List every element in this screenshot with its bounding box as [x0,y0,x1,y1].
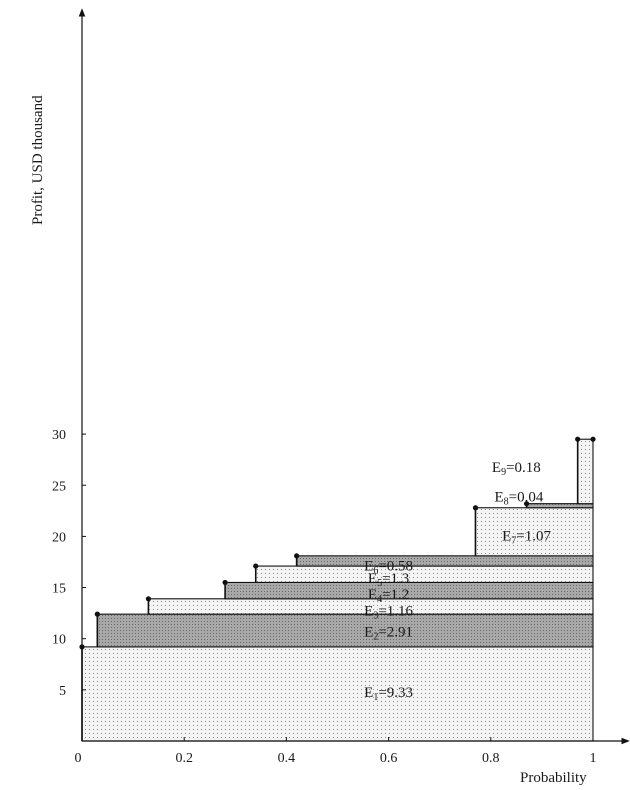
y-axis-label: Profit, USD thousand [30,95,46,225]
band-e9-label: E9=0.18 [492,460,541,478]
band-e5-corner-dot [253,563,259,569]
band-e5 [255,565,594,583]
y-tick-label: 30 [52,428,66,443]
band-e1-label: E1=9.33 [364,685,413,703]
x-tick-label: 0.6 [380,751,398,766]
band-e7 [474,507,594,557]
x-tick-label: 0.2 [175,751,193,766]
band-e6 [296,555,594,567]
top-right-corner-dot [590,436,596,442]
band-e2-corner-dot [94,611,100,617]
y-tick-label: 15 [52,582,66,597]
y-tick-label: 20 [52,530,66,545]
band-e8-label: E8=0.04 [494,490,543,508]
band-e1 [81,646,594,742]
band-e6-label: E6=0.58 [364,559,413,577]
y-tick-label: 25 [52,479,66,494]
x-ticks: 0 0.2 0.4 0.6 0.8 1 [75,737,597,766]
band-e3-corner-dot [145,596,152,602]
band-e7-corner-dot [472,505,479,511]
band-e7-label: E7=1.07 [502,528,551,546]
x-tick-label: 1 [590,751,597,766]
band-e9 [577,438,594,505]
band-e2 [96,613,594,648]
band-labels-layer: E1=9.33 E2=2.91 E3=1.16E4=1.2E5=1.3E6=0.58… [364,460,551,703]
y-tick-label: 10 [52,633,66,648]
x-axis-label: Probability [520,770,587,786]
bands-layer [81,438,594,742]
band-e4-corner-dot [222,579,228,586]
band-e4-label: E4=1.2 [368,587,409,605]
x-tick-label: 0.8 [482,751,500,766]
corner-dots-layer [79,436,596,650]
x-tick-label: 0 [75,751,82,766]
axes-layer: 0 0.2 0.4 0.6 0.8 1 5 10 15 20 25 30 Probability P… [30,8,630,786]
band-e9-corner-dot [575,436,581,442]
x-tick-label: 0.4 [278,751,296,766]
y-tick-label: 5 [59,684,66,699]
band-e2-label: E2=2.91 [364,625,413,643]
y-ticks: 5 10 15 20 25 30 [52,428,86,699]
band-e6-corner-dot [294,553,300,559]
band-e8-corner-dot [523,501,530,507]
band-e3-label: E3=1.16 [364,604,413,622]
band-e5-label: E5=1.3 [368,571,409,589]
